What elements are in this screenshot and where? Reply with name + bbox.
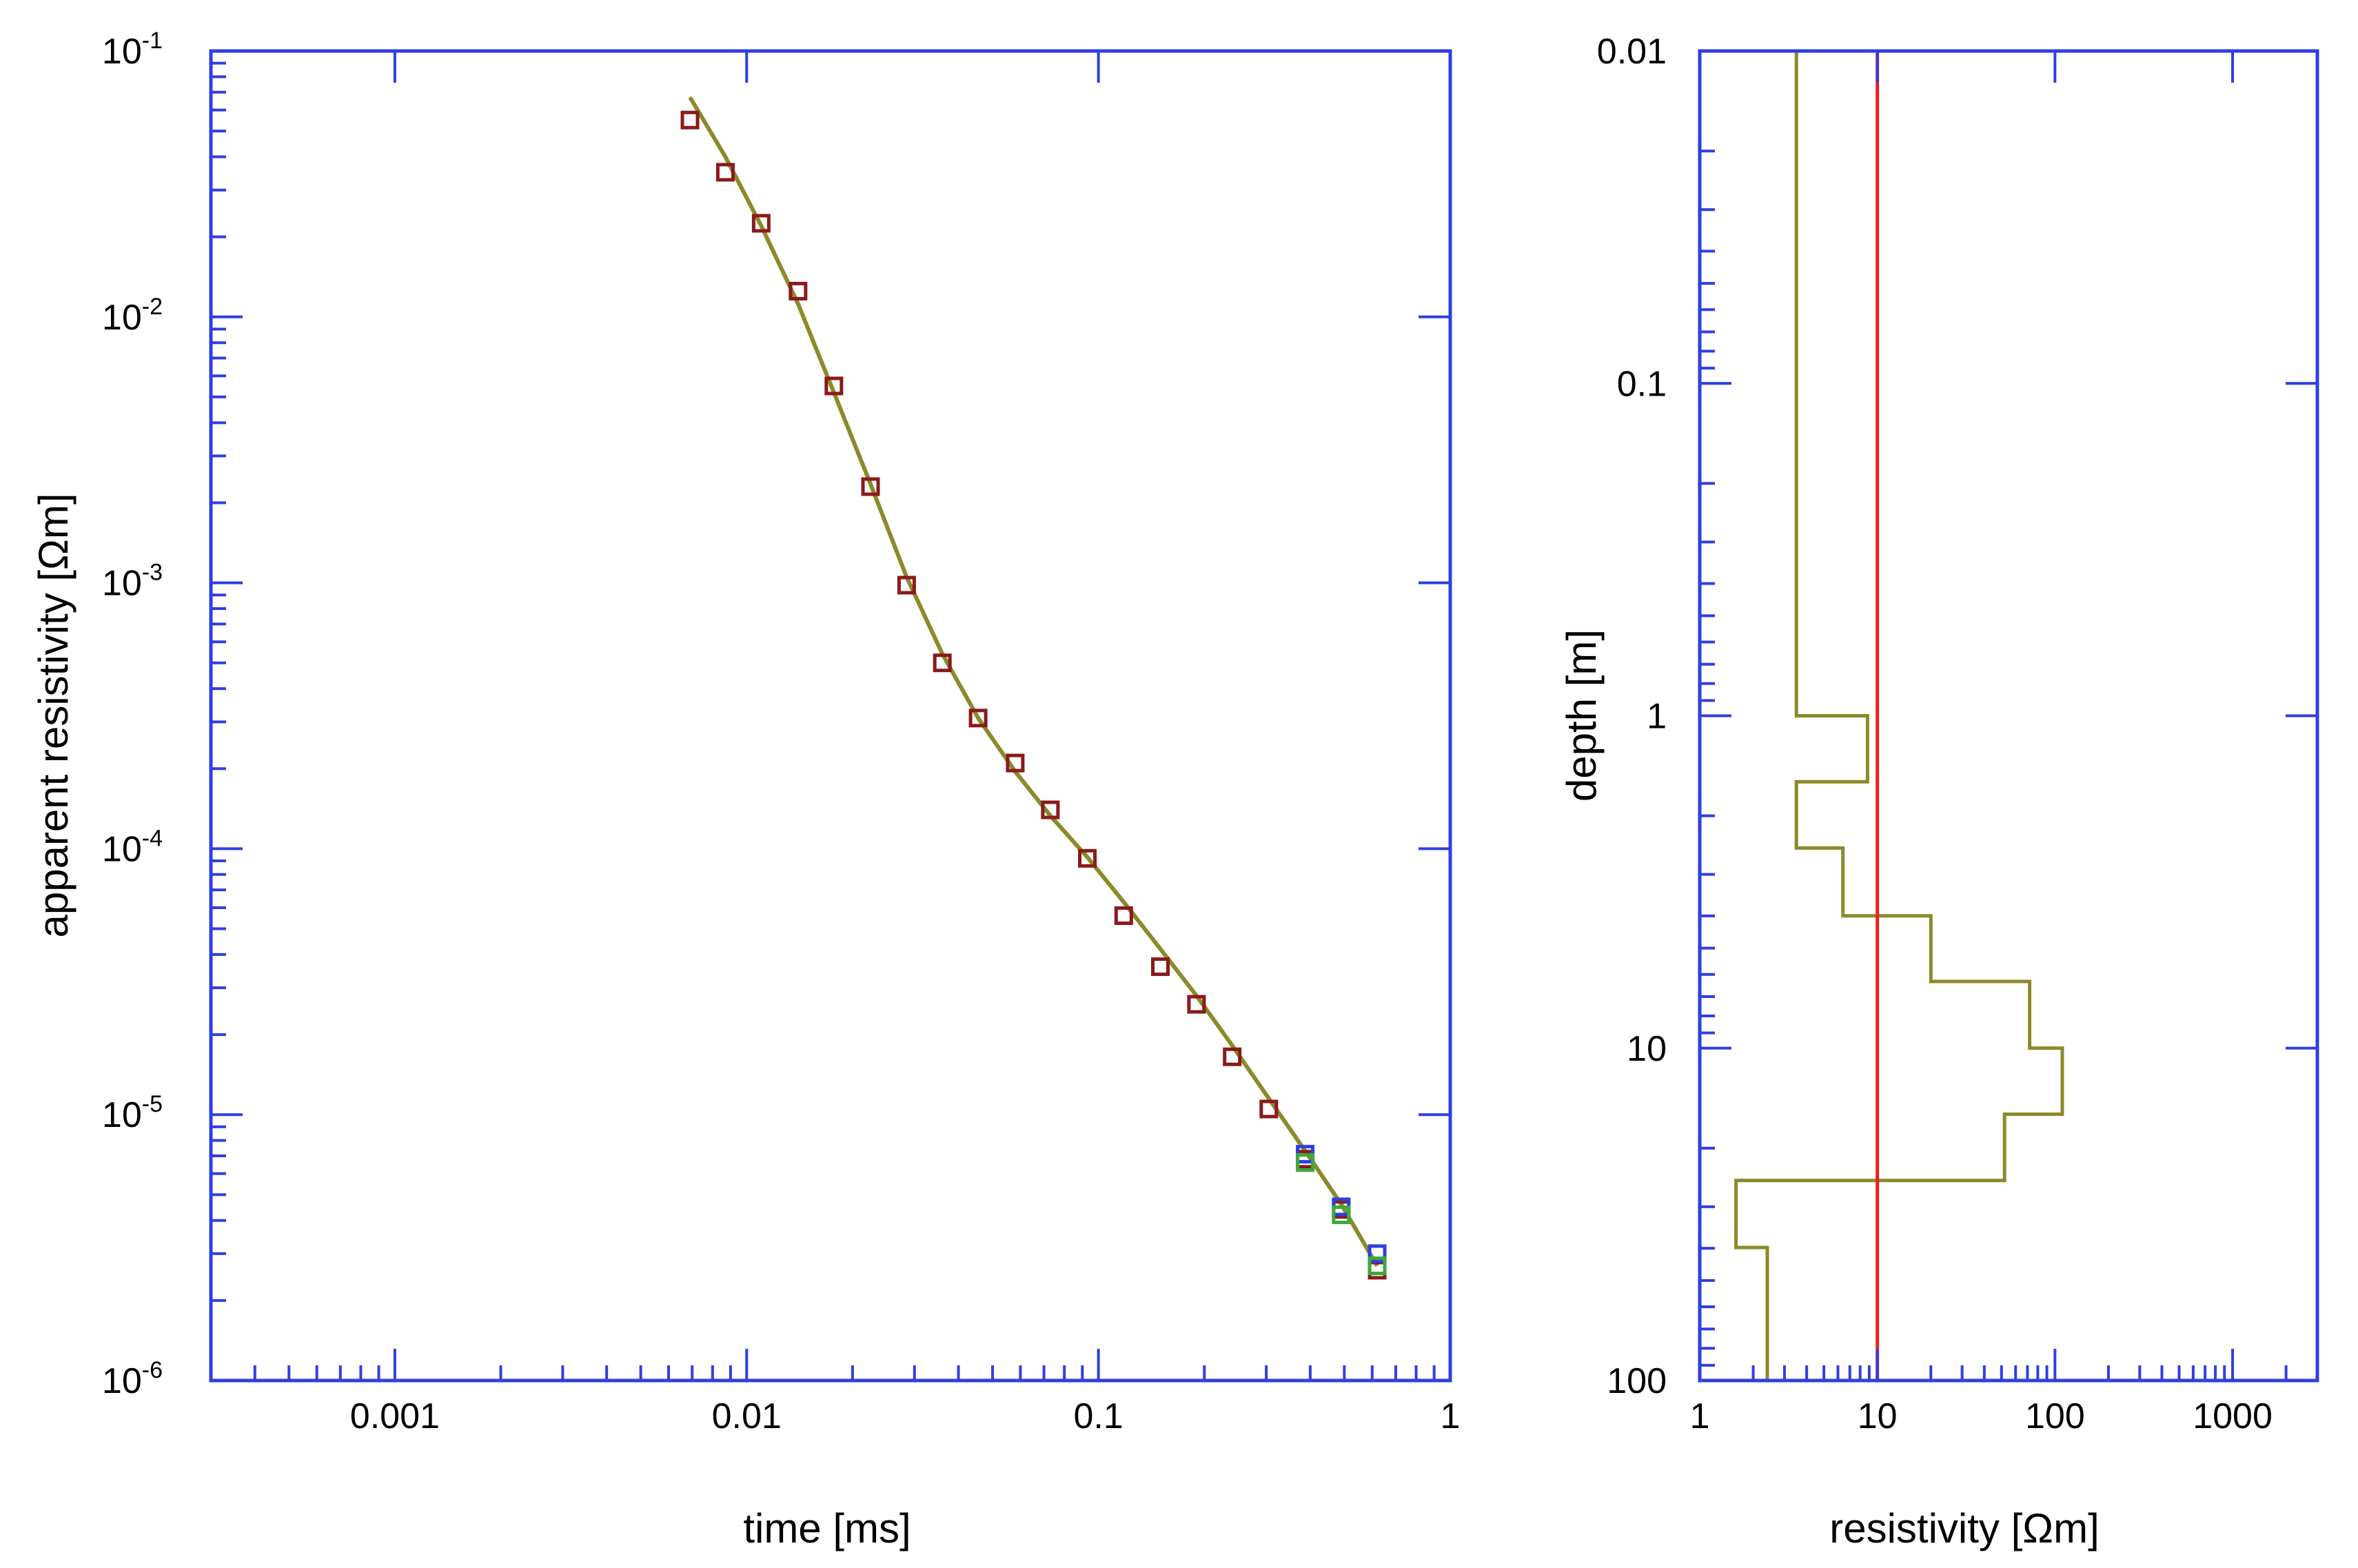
data-point-series-0 [1187,995,1206,1014]
depth-tick-label: 0.1 [1617,364,1667,404]
resistivity-tick-label: 10-3 [102,560,163,604]
resistivity-tick-label: 1000 [2193,1396,2273,1436]
time-tick-label: 0.01 [712,1396,782,1436]
data-point-series-0 [1114,906,1133,926]
data-point-series-0 [1041,800,1060,819]
time-tick-label: 0.1 [1073,1396,1123,1436]
depth-axis-tick-labels: 0.01 0.1 1 10 100 [1597,32,1667,1401]
resistivity-tick-label: 10-4 [102,825,163,869]
resistivity-depth-plot-area [1734,51,2064,1381]
depth-tick-label: 1 [1647,697,1667,737]
data-point-series-0 [824,376,844,396]
time-axis-title: time [ms] [743,1505,911,1551]
resistivity-model-profile [1734,51,2064,1381]
data-point-series-0 [715,163,735,182]
resistivity-tick-label: 1 [1690,1396,1710,1436]
data-point-series-0 [897,576,916,595]
apparent-resistivity-plot-area [680,96,1387,1280]
resistivity-depth-axis-ticks [1698,50,2319,1382]
data-point-series-0 [680,110,700,130]
data-point-series-2 [1368,1256,1387,1276]
resistivity-tick-label: 10-6 [102,1357,163,1401]
resistivity-tick-label: 10-2 [102,294,163,338]
data-point-series-2 [1332,1205,1351,1225]
time-tick-label: 1 [1441,1396,1461,1436]
depth-tick-label: 0.01 [1597,32,1667,72]
data-point-series-1 [1368,1244,1387,1263]
resistivity-tick-label: 10-1 [102,28,163,72]
depth-tick-label: 10 [1627,1029,1667,1069]
resistivity-depth-panel: 1 10 100 1000 0.01 0.1 1 10 100 resistivity [Ωm… [1558,32,2319,1551]
data-point-series-0 [1150,957,1170,977]
depth-axis-title: depth [m] [1558,629,1605,802]
resistivity-tick-label: 10-5 [102,1091,163,1135]
data-point-series-0 [1078,848,1097,868]
apparent-resistivity-plot-frame [209,49,1452,1383]
resistivity-tick-label: 10 [1858,1396,1898,1436]
data-point-series-0 [789,281,808,301]
apparent-resistivity-axis-title: apparent resistivity [Ωm] [30,493,77,937]
depth-tick-label: 100 [1607,1361,1667,1401]
apparent-resistivity-panel: 0.001 0.01 0.1 1 10-1 10-2 10-3 10-4 10-5 10-6 t… [30,28,1460,1551]
data-point-series-2 [1296,1153,1315,1172]
apparent-resistivity-axis-ticks [210,50,1452,1382]
data-point-series-0 [1259,1099,1279,1119]
resistivity-tick-label: 100 [2025,1396,2085,1436]
resistivity-axis-title: resistivity [Ωm] [1829,1505,2100,1551]
resistivity-axis-tick-labels: 1 10 100 1000 [1690,1396,2273,1436]
data-point-series-0 [751,214,771,233]
apparent-resistivity-axis-tick-labels: 10-1 10-2 10-3 10-4 10-5 10-6 [102,28,163,1401]
data-point-series-0 [1006,753,1025,773]
data-point-series-0 [861,477,880,496]
data-point-series-0 [933,653,952,673]
data-point-series-0 [968,709,988,728]
time-axis-tick-labels: 0.001 0.01 0.1 1 [350,1396,1461,1436]
time-tick-label: 0.001 [350,1396,440,1436]
model-fit-curve [688,96,1379,1267]
data-point-series-0 [1223,1047,1242,1066]
